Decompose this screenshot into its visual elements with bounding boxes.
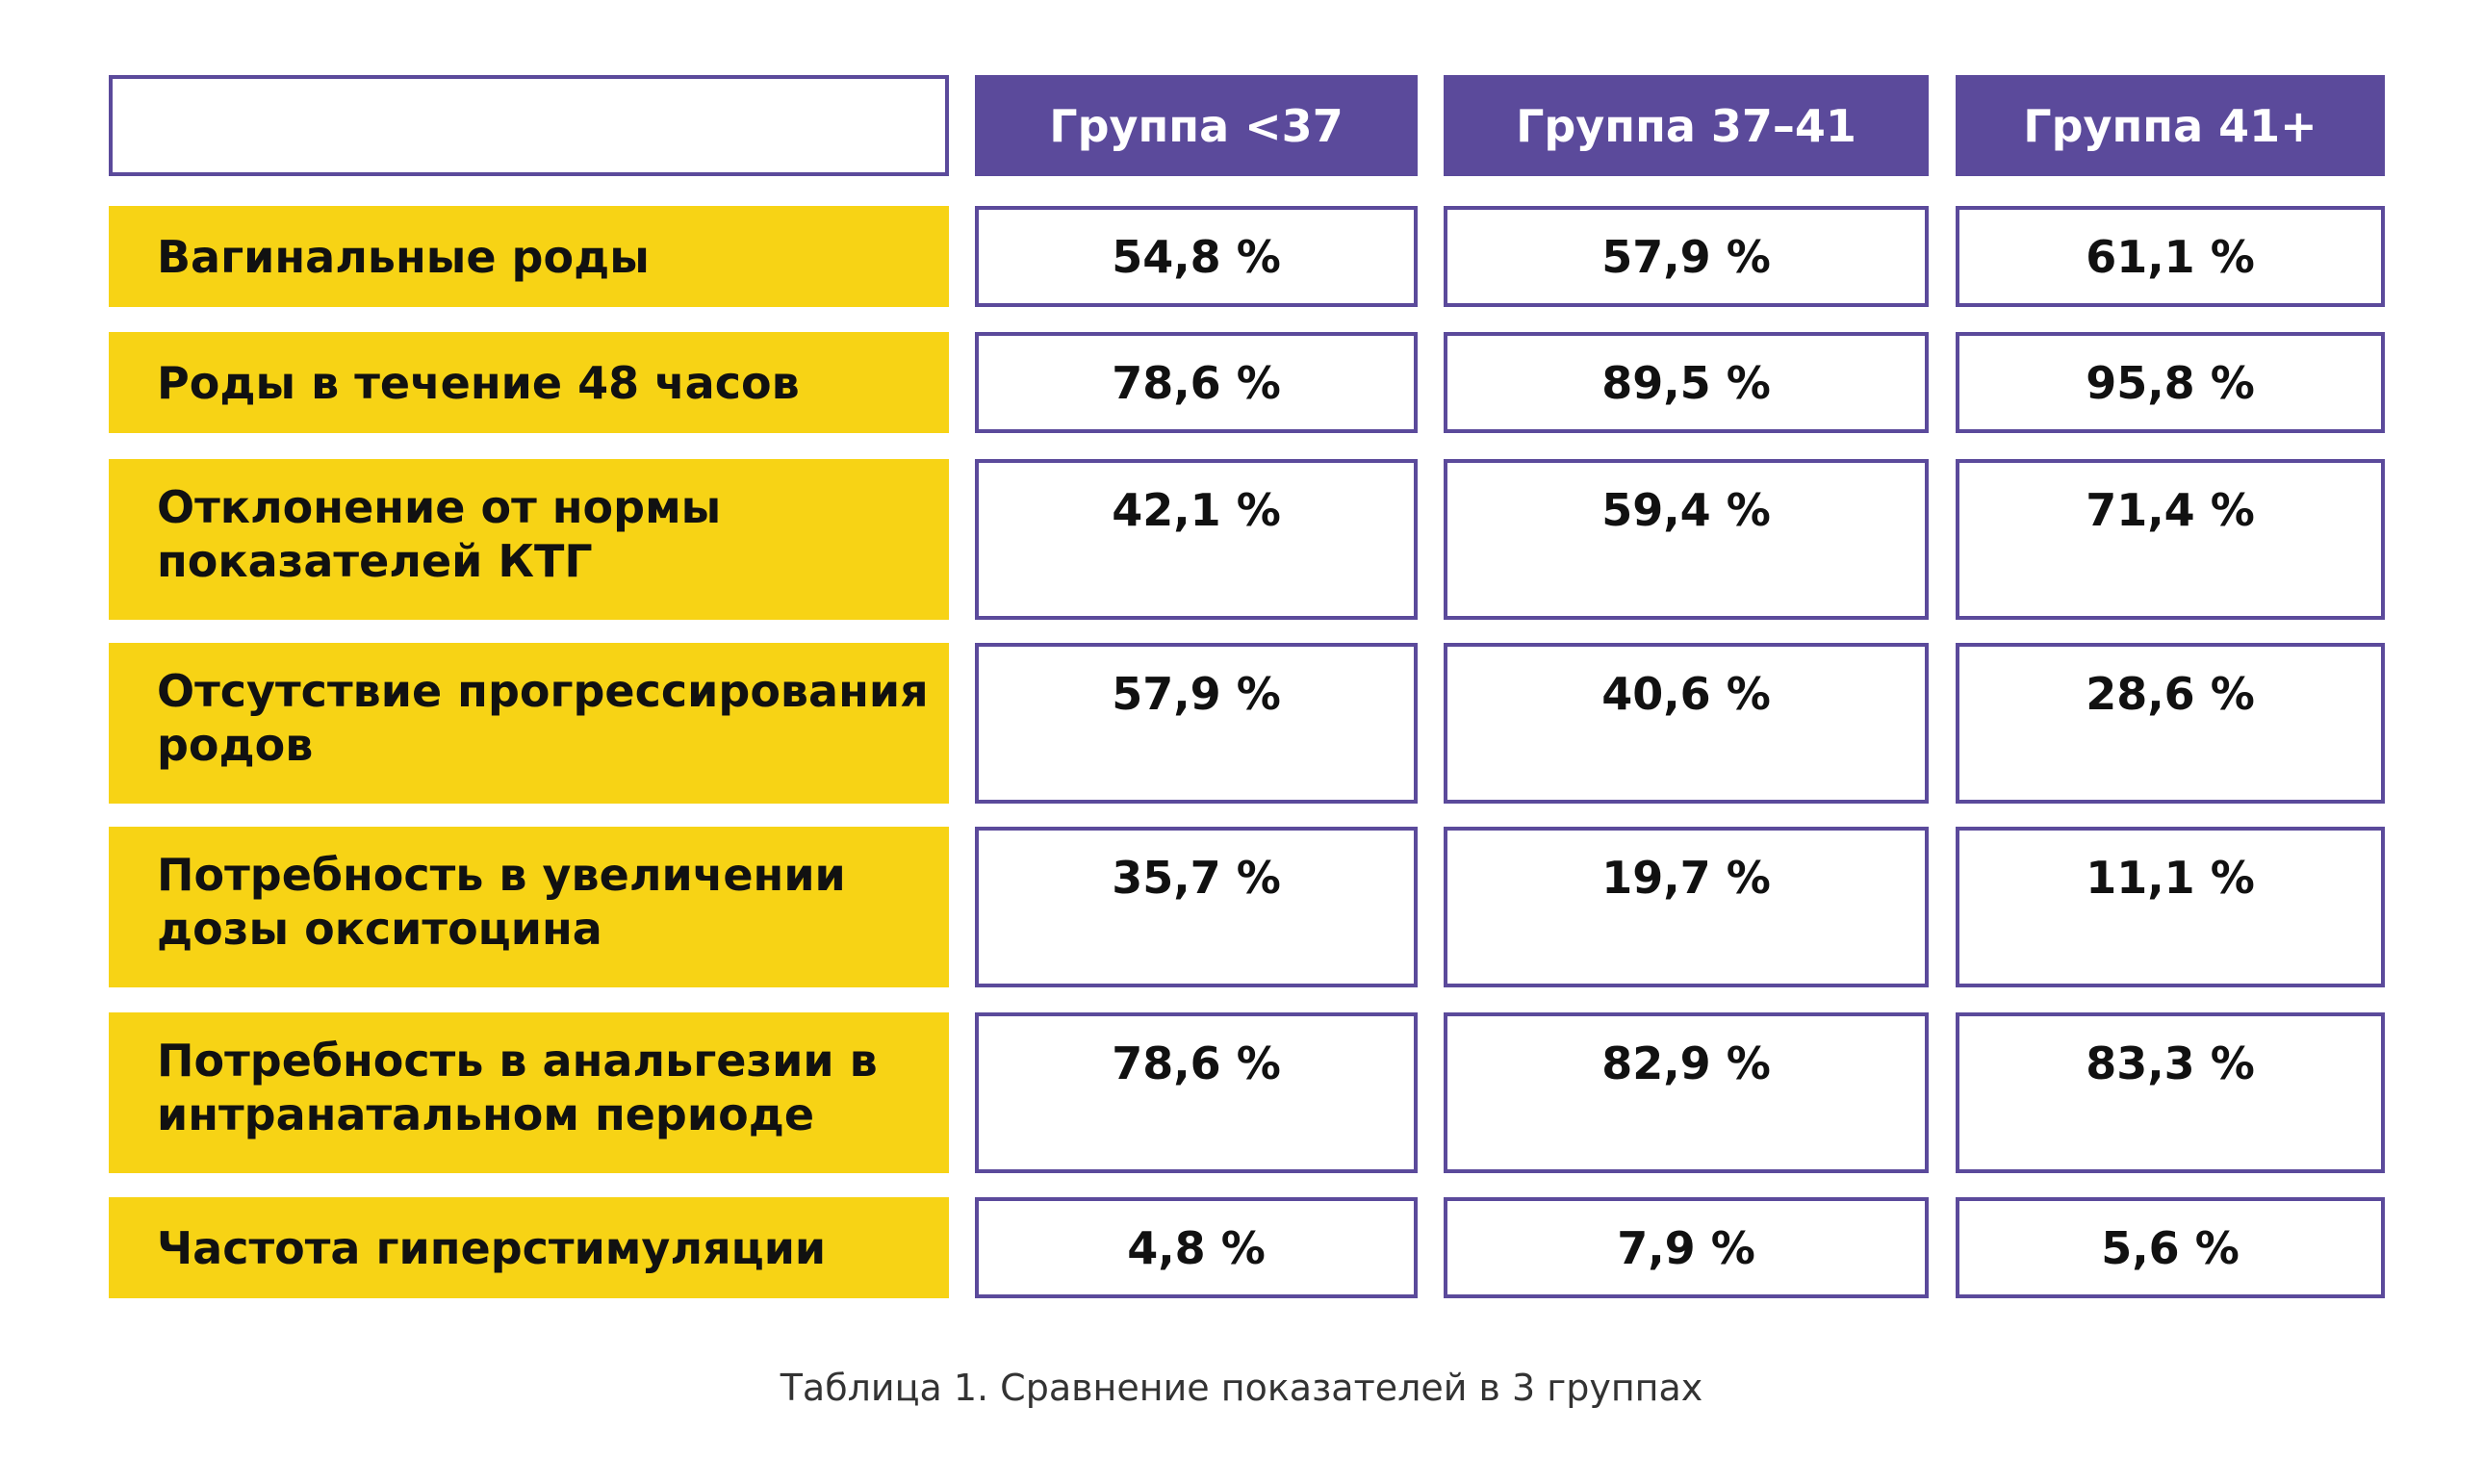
- table-cell: 19,7 %: [1444, 827, 1929, 987]
- row-label: Потребность в увеличении дозы окситоцина: [109, 827, 949, 987]
- table-cell: 61,1 %: [1956, 206, 2385, 307]
- table-cell: 5,6 %: [1956, 1197, 2385, 1298]
- table-cell: 40,6 %: [1444, 643, 1929, 804]
- table-cell: 78,6 %: [975, 1012, 1418, 1173]
- table-cell: 78,6 %: [975, 332, 1418, 433]
- table-cell: 89,5 %: [1444, 332, 1929, 433]
- table-cell: 7,9 %: [1444, 1197, 1929, 1298]
- table-cell: 28,6 %: [1956, 643, 2385, 804]
- column-header: Группа <37: [975, 75, 1418, 176]
- table-cell: 11,1 %: [1956, 827, 2385, 987]
- table-caption: Таблица 1. Сравнение показателей в 3 гру…: [780, 1367, 1703, 1409]
- row-label: Отсутствие прогрессирования родов: [109, 643, 949, 804]
- table-cell: 42,1 %: [975, 459, 1418, 620]
- table-cell: 95,8 %: [1956, 332, 2385, 433]
- table-cell: 82,9 %: [1444, 1012, 1929, 1173]
- table-corner-cell: [109, 75, 949, 176]
- row-label: Отклонение от нормы показателей КТГ: [109, 459, 949, 620]
- row-label: Частота гиперстимуляции: [109, 1197, 949, 1298]
- row-label: Роды в течение 48 часов: [109, 332, 949, 433]
- table-cell: 83,3 %: [1956, 1012, 2385, 1173]
- row-label: Потребность в анальгезии в интранатально…: [109, 1012, 949, 1173]
- column-header: Группа 37–41: [1444, 75, 1929, 176]
- table-cell: 54,8 %: [975, 206, 1418, 307]
- table-cell: 57,9 %: [975, 643, 1418, 804]
- table-cell: 35,7 %: [975, 827, 1418, 987]
- row-label: Вагинальные роды: [109, 206, 949, 307]
- table-cell: 4,8 %: [975, 1197, 1418, 1298]
- column-header: Группа 41+: [1956, 75, 2385, 176]
- table-cell: 59,4 %: [1444, 459, 1929, 620]
- table-cell: 71,4 %: [1956, 459, 2385, 620]
- table-cell: 57,9 %: [1444, 206, 1929, 307]
